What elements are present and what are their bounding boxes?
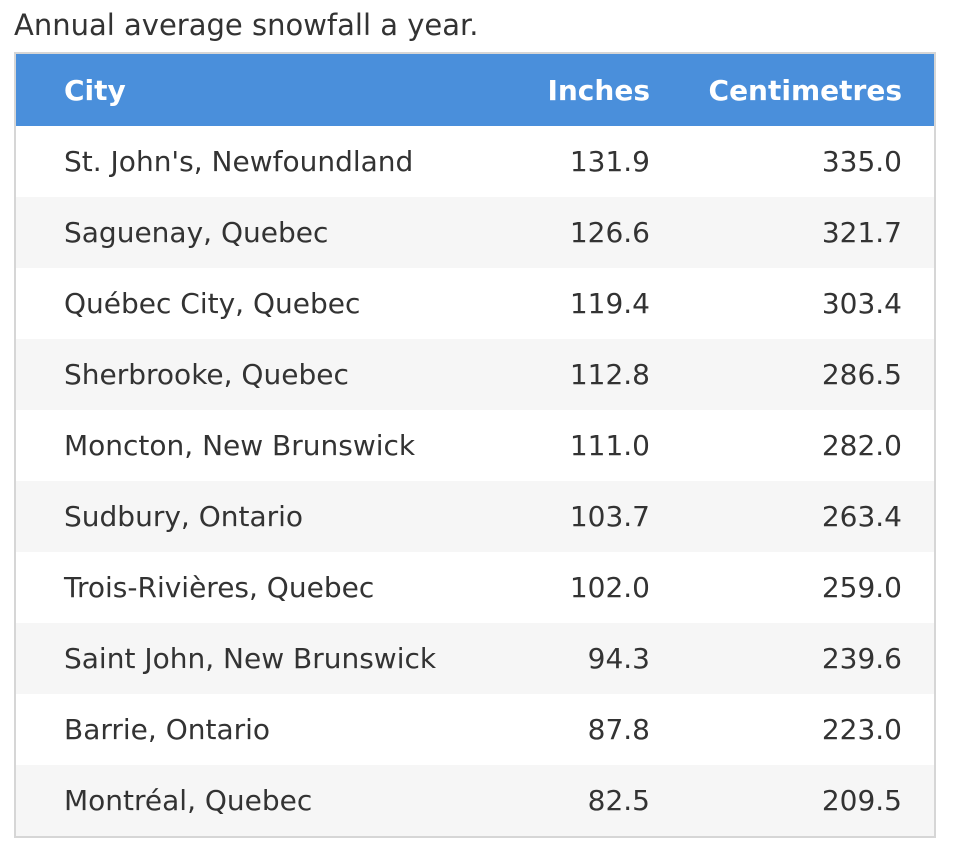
value-cell: 103.7 [500,481,650,552]
column-header: Centimetres [650,53,935,126]
value-cell: 286.5 [650,339,935,410]
city-cell: Sherbrooke, Quebec [15,339,500,410]
city-cell: Sudbury, Ontario [15,481,500,552]
value-cell: 102.0 [569,571,650,604]
header-row: City Inches Centimetres [15,53,935,126]
table-row: Saguenay, Quebec 126.6 321.7 [15,197,935,268]
column-header: Inches [500,53,650,126]
value-cell: 112.8 [500,339,650,410]
table-row: Barrie, Ontario 87.8 223.0 [15,694,935,765]
value-cell: 87.8 [587,713,650,746]
city-cell: Montréal, Quebec [15,765,500,837]
value-cell: 94.3 [500,623,650,694]
table-row: Saint John, New Brunswick 94.3 239.6 [15,623,935,694]
value-cell: 335.0 [821,145,902,178]
city-cell: Moncton, New Brunswick [64,429,416,462]
table-row: St. John's, Newfoundland 131.9 335.0 [15,126,935,197]
table-row: Québec City, Quebec 119.4 303.4 [15,268,935,339]
table-row: Trois-Rivières, Quebec 102.0 259.0 [15,552,935,623]
value-cell: 259.0 [821,571,902,604]
value-cell: 119.4 [569,287,650,320]
value-cell: 126.6 [500,197,650,268]
city-cell: Québec City, Quebec [64,287,361,320]
city-cell: Barrie, Ontario [64,713,271,746]
value-cell: 239.6 [650,623,935,694]
value-cell: 303.4 [821,287,902,320]
table-row: Sudbury, Ontario 103.7 263.4 [15,481,935,552]
table-row: Sherbrooke, Quebec 112.8 286.5 [15,339,935,410]
value-cell: 131.9 [569,145,650,178]
snowfall-table: City Inches Centimetres St. John's, Newfou… [14,52,936,838]
table-body: St. John's, Newfoundland 131.9 335.0 Saguen… [15,126,935,837]
value-cell: 111.0 [569,429,650,462]
value-cell: 209.5 [650,765,935,837]
value-cell: 321.7 [650,197,935,268]
city-cell: St. John's, Newfoundland [64,145,414,178]
value-cell: 282.0 [821,429,902,462]
city-cell: Trois-Rivières, Quebec [64,571,375,604]
table-row: Moncton, New Brunswick 111.0 282.0 [15,410,935,481]
city-cell: Saguenay, Quebec [15,197,500,268]
value-cell: 223.0 [821,713,902,746]
value-cell: 263.4 [650,481,935,552]
column-header: City [15,53,500,126]
caption: Annual average snowfall a year. [14,8,479,42]
table-header: City Inches Centimetres [15,53,935,126]
table-row: Montréal, Quebec 82.5 209.5 [15,765,935,837]
city-cell: Saint John, New Brunswick [15,623,500,694]
value-cell: 82.5 [500,765,650,837]
